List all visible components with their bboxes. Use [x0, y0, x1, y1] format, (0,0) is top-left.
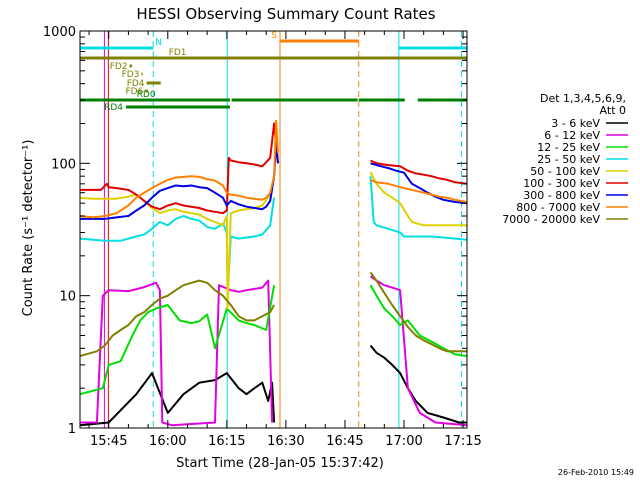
series-line — [80, 344, 467, 427]
legend-label: 300 - 800 keV — [523, 189, 600, 202]
flag-label: FD4 — [127, 79, 145, 89]
chart-title: HESSI Observing Summary Count Rates — [136, 5, 435, 23]
series-line — [80, 171, 467, 310]
x-tick-label: 16:30 — [267, 434, 304, 449]
y-tick-label: 1 — [68, 422, 76, 437]
x-tick-label: 16:15 — [208, 434, 245, 449]
legend-label: 7000 - 20000 keV — [502, 213, 600, 226]
flag-label: N — [155, 38, 162, 48]
series-line — [80, 143, 467, 220]
x-tick-label: 16:00 — [149, 434, 186, 449]
legend-label: 800 - 7000 keV — [516, 201, 600, 214]
y-tick-label: 1000 — [43, 25, 76, 40]
series-line — [80, 119, 467, 219]
legend-title: Det 1,3,4,5,6,9, — [540, 92, 626, 105]
flag-label: RD0 — [137, 90, 156, 100]
y-tick-label: 100 — [51, 157, 76, 172]
series-line — [80, 275, 467, 427]
flag-label: FD2 — [110, 62, 128, 72]
flag-label: RD4 — [104, 103, 123, 113]
series-line — [80, 176, 467, 297]
x-tick-label: 16:45 — [326, 434, 363, 449]
x-tick-label: 17:15 — [444, 434, 481, 449]
x-axis-label: Start Time (28-Jan-05 15:37:42) — [176, 456, 384, 471]
footer-date: 26-Feb-2010 15:49 — [558, 468, 634, 477]
legend-title: Att 0 — [600, 104, 626, 117]
legend-label: 50 - 100 keV — [530, 165, 600, 178]
legend-label: 25 - 50 keV — [537, 153, 600, 166]
legend-label: 100 - 300 keV — [523, 177, 600, 190]
y-axis-label: Count Rate (s⁻¹ detector⁻¹) — [21, 140, 36, 317]
x-tick-label: 15:45 — [90, 434, 127, 449]
flag-label: FD6 — [126, 87, 144, 97]
y-tick-label: 10 — [59, 290, 76, 305]
legend-label: 3 - 6 keV — [551, 117, 600, 130]
series-line — [80, 271, 467, 357]
axes-frame — [79, 30, 468, 429]
x-tick-label: 17:00 — [385, 434, 422, 449]
series-group — [80, 119, 467, 427]
series-line — [80, 284, 467, 396]
flag-label: S — [271, 31, 277, 41]
flag-label: FD1 — [169, 48, 187, 58]
legend-label: 12 - 25 keV — [537, 141, 600, 154]
legend-label: 6 - 12 keV — [544, 129, 600, 142]
flag-label: FD3 — [122, 70, 140, 80]
series-line — [80, 122, 467, 215]
